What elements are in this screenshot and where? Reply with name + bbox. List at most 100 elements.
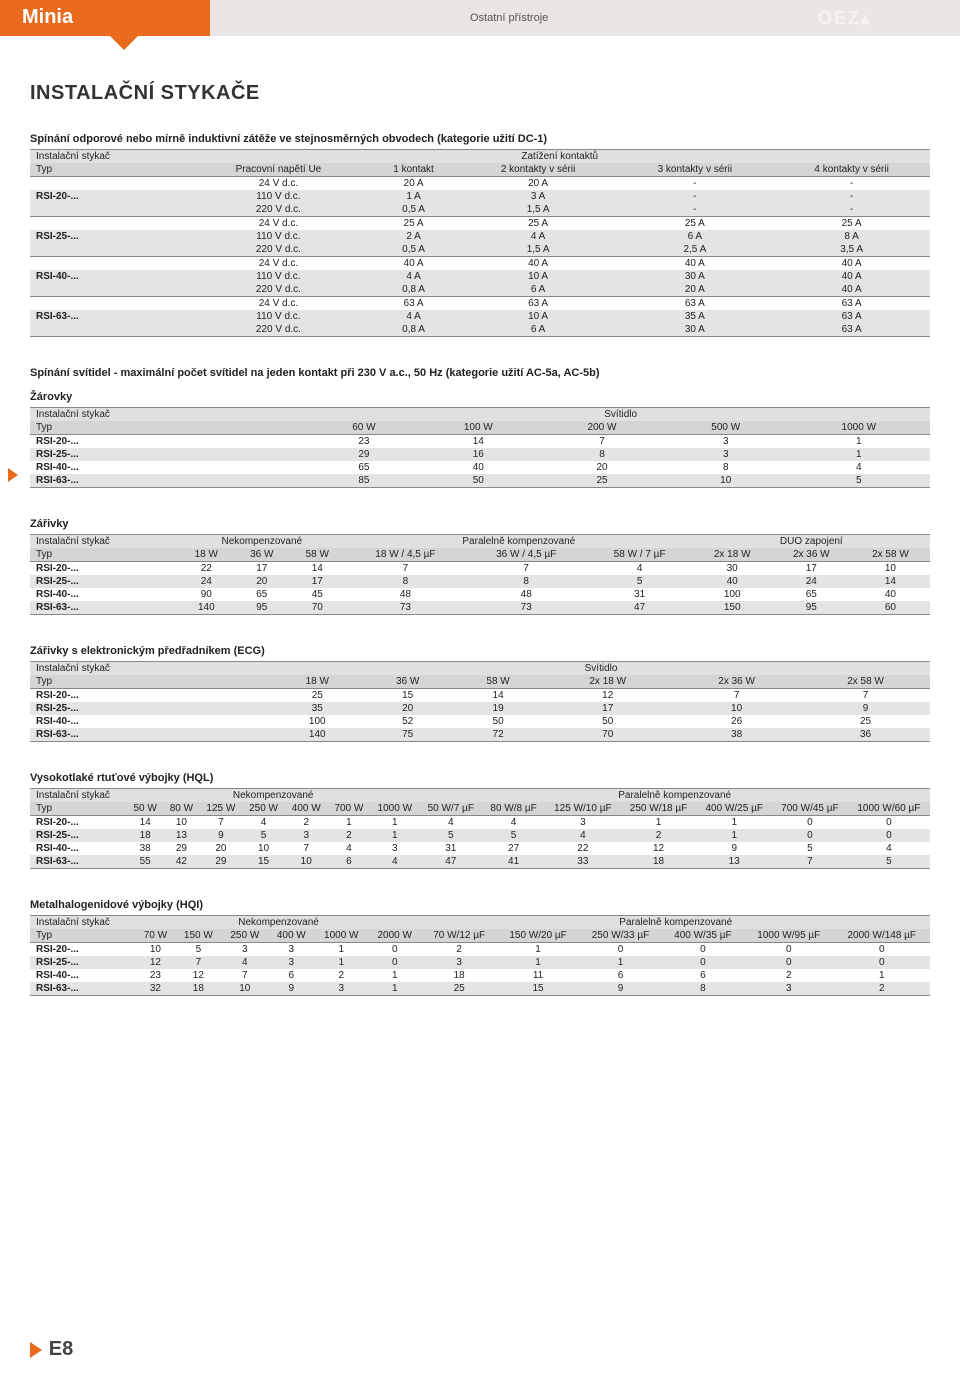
cell: 3 [315,982,368,996]
cell: 65 [234,588,289,601]
col-header: 80 W/8 µF [482,802,545,816]
cell: 25 A [367,217,459,231]
t6-h1: Instalační stykač [30,916,136,930]
cell: 6 [579,969,661,982]
cell: 7 [772,855,848,869]
cell: - [773,190,930,203]
table-row: RSI-40-...65402084 [30,461,930,474]
cell: 63 A [460,297,617,311]
cell: 220 V d.c. [189,203,367,217]
col-header: 100 W [416,421,540,435]
cell: 24 [179,575,234,588]
table-row: RSI-40-...9065454848311006540 [30,588,930,601]
cell: 14 [290,562,345,576]
cell: 38 [672,728,801,742]
side-marker-icon [8,468,18,482]
cell: 0 [368,943,421,957]
table-row: RSI-25-...1813953215542100 [30,829,930,842]
cell: 24 V d.c. [189,217,367,231]
cell: 9 [696,842,772,855]
cell: 1 [368,969,421,982]
col-header: 2x 18 W [693,548,772,562]
cell: 1 [579,956,661,969]
table-row: RSI-20-...1410742114431100 [30,816,930,830]
cell: RSI-25-... [30,448,311,461]
cell: 0 [744,956,833,969]
cell: 2 [421,943,496,957]
cell: 40 [851,588,930,601]
cell: 17 [772,562,851,576]
cell: 8 [664,461,788,474]
cell: 25 A [616,217,773,231]
cell: 63 A [773,323,930,337]
col-header: Typ [30,548,179,562]
cell: 100 [693,588,772,601]
cell: 15 [362,689,452,703]
cell: 25 [801,715,930,728]
cell: RSI-25-... [30,575,179,588]
cell: 10 [672,702,801,715]
cell: 40 [693,575,772,588]
logo-area: OEZ▴ [730,0,960,36]
cell: RSI-25-... [30,702,272,715]
cell: 110 V d.c. [189,310,367,323]
cell: 3 [545,816,621,830]
cell: 13 [163,829,199,842]
cell: 19 [453,702,543,715]
cell: 35 [272,702,362,715]
cell: 0 [848,816,930,830]
cell: 8 [662,982,744,996]
empty-cell [30,203,189,217]
cell: 1 [833,969,930,982]
cell: 18 [421,969,496,982]
cell: 5 [788,474,930,488]
cell: 70 [543,728,672,742]
col-header: 2x 58 W [801,675,930,689]
cell: 10 A [460,270,617,283]
col-header: Pracovní napětí Ue [189,163,367,177]
col-header: 150 W [175,929,221,943]
cell: 7 [175,956,221,969]
table-ecg: Instalační stykačSvítidlo Typ18 W36 W58 … [30,661,930,744]
col-header: 58 W [290,548,345,562]
cell: RSI-20-... [30,562,179,576]
cell: 95 [772,601,851,615]
cell: 10 [222,982,268,996]
cell: 2 [315,969,368,982]
cell: 2 [328,829,371,842]
cell: 2,5 A [616,243,773,257]
cell: RSI-63-... [30,601,179,615]
col-header: 400 W/35 µF [662,929,744,943]
cell: 12 [136,956,175,969]
col-header: 2x 18 W [543,675,672,689]
cell: 8 [540,448,664,461]
table-row: RSI-20-...110 V d.c.1 A3 A-- [30,190,930,203]
cell: 0,5 A [367,203,459,217]
cell: 52 [362,715,452,728]
cell: 23 [311,435,416,449]
cell: 4 A [367,270,459,283]
cell: 0 [833,943,930,957]
cell: 1,5 A [460,243,617,257]
cell: - [773,177,930,191]
table-row: 220 V d.c.0,5 A1,5 A-- [30,203,930,217]
table-row: RSI-20-...1053310210000 [30,943,930,957]
cell: 0 [833,956,930,969]
cell: 20 [362,702,452,715]
cell: 42 [163,855,199,869]
col-header: 2x 36 W [672,675,801,689]
cell: 70 [290,601,345,615]
cell: 22 [179,562,234,576]
cell: 15 [242,855,285,869]
empty-cell [30,323,189,337]
cell: 7 [200,816,243,830]
cell: 40 A [616,257,773,271]
cell: 14 [453,689,543,703]
empty-cell [30,177,189,191]
cell: 4 [848,842,930,855]
cell: 25 [540,474,664,488]
cell: 220 V d.c. [189,243,367,257]
col-header: 250 W [222,929,268,943]
cell: 3 [664,448,788,461]
empty-cell [30,257,189,271]
